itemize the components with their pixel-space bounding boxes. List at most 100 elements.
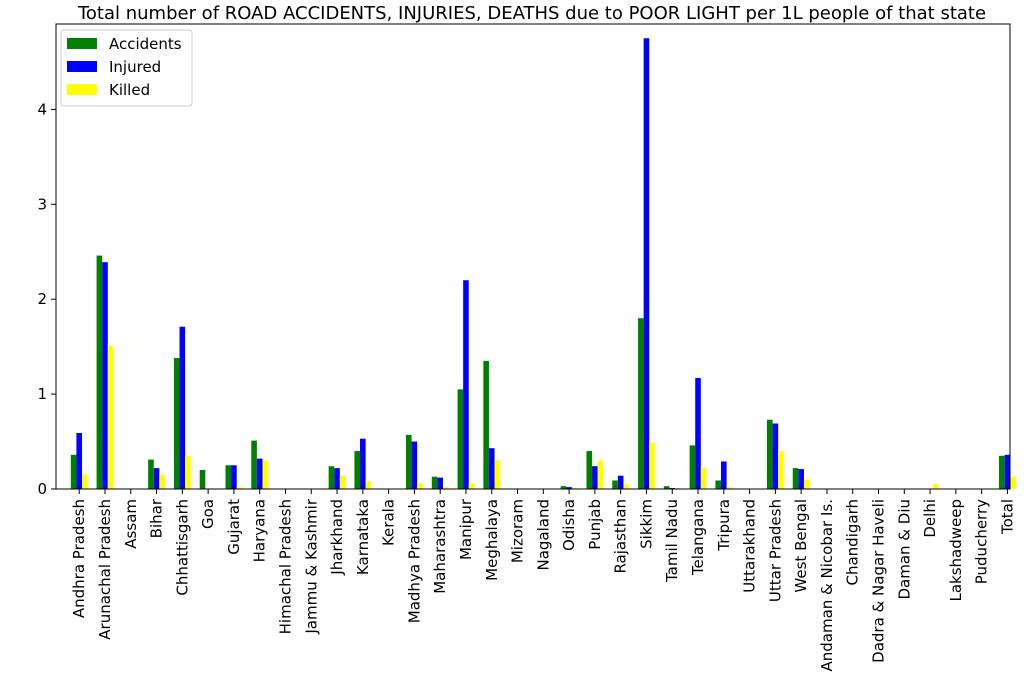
x-tick-label: Gujarat — [225, 499, 243, 555]
bar-accidents-4 — [173, 358, 180, 489]
x-tick-label: Manipur — [457, 498, 475, 560]
bar-accidents-13 — [405, 434, 412, 489]
bar-killed-6 — [236, 487, 243, 489]
x-tick-label: Daman & Diu — [895, 499, 913, 600]
legend-swatch-killed — [67, 84, 97, 95]
bar-killed-16 — [494, 460, 501, 489]
x-tick-label: Puducherry — [973, 499, 991, 584]
legend-swatch-accidents — [67, 38, 97, 49]
bar-killed-0 — [82, 474, 88, 489]
bar-accidents-24 — [689, 445, 696, 489]
bar-accidents-14 — [431, 476, 438, 489]
bar-accidents-15 — [457, 389, 464, 489]
bar-killed-11 — [365, 481, 372, 489]
x-tick-label: Himachal Pradesh — [276, 499, 294, 634]
bar-accidents-28 — [792, 468, 799, 489]
plot-frame — [55, 23, 1011, 490]
bar-injured-1 — [102, 262, 108, 489]
bar-injured-13 — [411, 441, 418, 489]
bar-injured-19 — [566, 487, 572, 489]
x-tick-label: Andhra Pradesh — [70, 499, 88, 618]
bar-injured-27 — [772, 423, 779, 489]
x-tick-label: Tripura — [715, 499, 733, 552]
bar-accidents-19 — [560, 486, 567, 489]
bar-injured-25 — [721, 461, 727, 489]
y-tick-label: 1 — [37, 385, 47, 403]
bar-injured-36 — [1004, 454, 1011, 489]
bar-accidents-7 — [251, 440, 257, 489]
bar-killed-10 — [339, 475, 346, 489]
bar-killed-20 — [597, 460, 604, 489]
bar-injured-14 — [437, 477, 443, 489]
y-tick-label: 3 — [37, 195, 47, 213]
bar-killed-4 — [185, 455, 191, 489]
x-tick-label: Maharashtra — [431, 499, 449, 594]
bar-injured-6 — [231, 465, 237, 489]
bar-accidents-10 — [328, 466, 335, 489]
legend-label-killed: Killed — [109, 81, 150, 99]
x-tick-label: West Bengal — [792, 499, 810, 593]
bar-killed-7 — [262, 460, 269, 489]
legend: Accidents Injured Killed — [60, 29, 193, 107]
x-tick-label: Jammu & Kashmir — [302, 498, 320, 634]
bar-injured-28 — [798, 469, 804, 489]
bar-injured-16 — [488, 448, 495, 489]
bar-injured-21 — [617, 475, 624, 489]
bar-killed-13 — [417, 483, 423, 489]
bar-killed-33 — [932, 484, 939, 489]
bar-injured-10 — [334, 468, 340, 489]
bar-accidents-20 — [586, 451, 593, 489]
bar-accidents-16 — [483, 360, 489, 489]
y-tick-label: 4 — [37, 100, 47, 118]
bar-accidents-27 — [766, 419, 773, 489]
bar-killed-36 — [1010, 476, 1016, 489]
legend-label-injured: Injured — [109, 58, 161, 76]
x-tick-label: Goa — [199, 499, 217, 529]
bar-killed-24 — [700, 468, 707, 489]
bar-injured-20 — [592, 466, 598, 489]
x-tick-label: Arunachal Pradesh — [96, 499, 114, 640]
x-tick-label: Karnataka — [354, 499, 372, 575]
x-tick-label: Haryana — [251, 499, 269, 562]
x-tick-label: Telangana — [689, 499, 707, 576]
legend-label-accidents: Accidents — [109, 35, 182, 53]
x-tick-label: Madhya Pradesh — [405, 499, 423, 623]
bar-accidents-1 — [96, 255, 103, 489]
x-tick-label: Rajasthan — [612, 499, 630, 574]
bar-killed-22 — [649, 442, 655, 489]
x-tick-label: Chhattisgarh — [173, 499, 191, 596]
x-tick-label: Dadra & Nagar Haveli — [870, 499, 888, 663]
bar-accidents-21 — [612, 480, 618, 489]
bars-layer — [70, 38, 1016, 489]
x-tick-label: Andaman & Nicobar Is. — [818, 499, 836, 672]
x-tick-label: Delhi — [921, 499, 939, 538]
y-tick-label: 0 — [37, 480, 47, 498]
x-tick-label: Assam — [122, 499, 140, 549]
x-tick-label: Meghalaya — [483, 499, 501, 581]
bar-injured-3 — [153, 468, 160, 489]
bar-accidents-0 — [70, 454, 77, 489]
bar-killed-15 — [468, 483, 475, 489]
bar-killed-21 — [623, 484, 630, 489]
bar-killed-14 — [442, 487, 449, 489]
bar-accidents-25 — [715, 480, 721, 489]
bar-injured-24 — [695, 377, 701, 489]
axes-layer: 0 1 2 3 4 Andhra Pradesh Arunachal Pradesh Assa… — [37, 23, 1016, 672]
x-tick-label: Bihar — [148, 498, 166, 538]
bar-accidents-22 — [638, 318, 644, 489]
bar-injured-11 — [360, 438, 366, 489]
x-tick-label: Total — [998, 499, 1016, 535]
x-tick-label: Kerala — [380, 499, 398, 546]
chart-title: Total number of ROAD ACCIDENTS, INJURIES… — [77, 3, 986, 24]
x-tick-label: Jharkhand — [328, 499, 346, 576]
bar-accidents-11 — [354, 451, 361, 489]
bar-killed-25 — [726, 487, 733, 489]
x-tick-label: Chandigarh — [844, 499, 862, 586]
x-tick-label: Mizoram — [509, 499, 527, 563]
bar-killed-27 — [778, 451, 784, 489]
x-tick-label: Tamil Nadu — [663, 499, 681, 583]
x-tick-label: Uttarakhand — [741, 499, 759, 593]
legend-swatch-injured — [67, 61, 97, 72]
x-tick-label: Nagaland — [534, 499, 552, 571]
